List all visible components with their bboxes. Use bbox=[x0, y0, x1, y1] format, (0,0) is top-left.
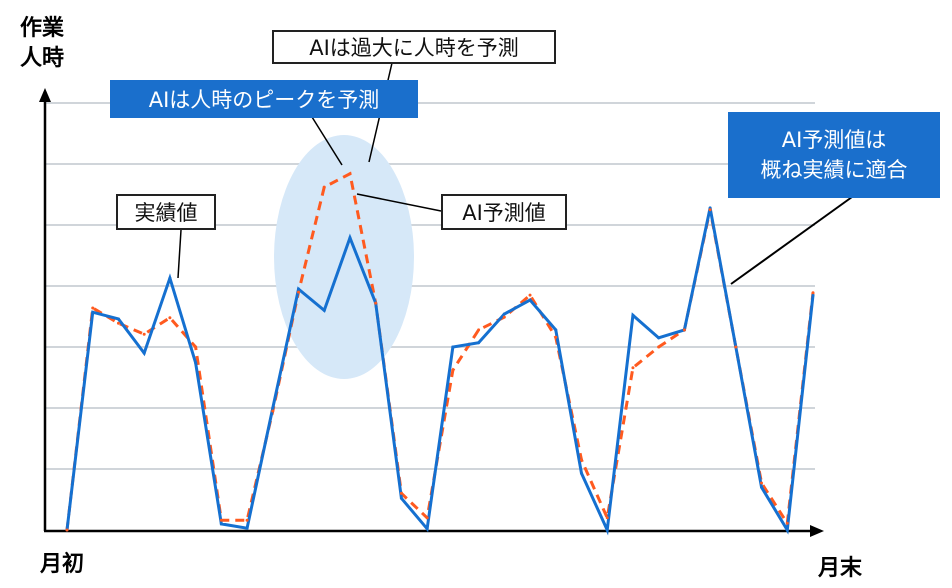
data-point-forecast bbox=[811, 291, 815, 295]
data-point-actual bbox=[245, 526, 249, 530]
data-point-actual bbox=[297, 287, 301, 291]
data-point-forecast bbox=[682, 328, 686, 332]
data-point-actual bbox=[399, 496, 403, 500]
data-point-forecast bbox=[554, 335, 558, 339]
leader-lines bbox=[177, 62, 853, 285]
data-point-actual bbox=[322, 308, 326, 312]
data-point-actual bbox=[194, 361, 198, 365]
data-point-actual bbox=[348, 236, 352, 240]
data-point-forecast bbox=[502, 315, 506, 319]
leader-fit bbox=[730, 196, 853, 285]
data-point-actual bbox=[142, 351, 146, 355]
data-point-actual bbox=[554, 328, 558, 332]
data-point-forecast bbox=[477, 328, 481, 332]
data-point-forecast bbox=[631, 366, 635, 370]
data-point-actual bbox=[605, 528, 609, 532]
leader-forecast bbox=[356, 193, 442, 212]
data-point-forecast bbox=[168, 316, 172, 320]
data-point-actual bbox=[502, 312, 506, 316]
data-point-actual bbox=[579, 471, 583, 475]
y-axis-label-line2: 人時 bbox=[20, 46, 65, 71]
data-point-forecast bbox=[425, 516, 429, 520]
data-point-actual bbox=[760, 485, 764, 489]
data-point-forecast bbox=[116, 321, 120, 325]
data-point-actual bbox=[451, 345, 455, 349]
data-point-forecast bbox=[322, 185, 326, 189]
data-point-forecast bbox=[271, 409, 275, 413]
data-point-actual bbox=[785, 528, 789, 532]
data-point-forecast bbox=[374, 301, 378, 305]
data-point-forecast bbox=[579, 458, 583, 462]
annotation-fit-line2: 概ね実績に適合 bbox=[760, 158, 908, 182]
gridlines bbox=[46, 102, 815, 470]
annotation-peak: AIは人時のピークを予測 bbox=[110, 80, 418, 118]
data-point-actual bbox=[91, 310, 95, 314]
data-point-actual bbox=[811, 293, 815, 297]
data-point-forecast bbox=[91, 306, 95, 310]
data-point-actual bbox=[271, 406, 275, 410]
data-point-actual bbox=[425, 527, 429, 531]
data-point-forecast bbox=[451, 368, 455, 372]
data-point-actual bbox=[116, 317, 120, 321]
data-point-forecast bbox=[528, 293, 532, 297]
x-axis-start-label: 月初 bbox=[40, 552, 85, 577]
data-point-forecast bbox=[245, 518, 249, 522]
y-axis-arrow bbox=[39, 88, 51, 102]
data-point-actual bbox=[168, 276, 172, 280]
data-point-forecast bbox=[785, 521, 789, 525]
data-point-forecast bbox=[708, 208, 712, 212]
leader-peak bbox=[311, 116, 343, 166]
data-point-actual bbox=[219, 522, 223, 526]
data-point-forecast bbox=[142, 332, 146, 336]
annotation-fit-line1: AI予測値は bbox=[781, 128, 887, 152]
data-point-actual bbox=[528, 298, 532, 302]
data-point-forecast bbox=[657, 345, 661, 349]
data-point-actual bbox=[477, 341, 481, 345]
leader-actual bbox=[177, 229, 182, 279]
data-point-forecast bbox=[297, 290, 301, 294]
data-point-actual bbox=[657, 336, 661, 340]
data-point-forecast bbox=[734, 345, 738, 349]
data-point-forecast bbox=[399, 491, 403, 495]
series-line-actual bbox=[65, 207, 815, 536]
annotation-forecast: AI予測値 bbox=[441, 194, 567, 230]
data-point-forecast bbox=[194, 345, 198, 349]
annotation-fit: AI予測値は 概ね実績に適合 bbox=[728, 112, 940, 198]
annotation-overpredict: AIは過大に人時を予測 bbox=[272, 30, 556, 64]
x-axis-end-label: 月末 bbox=[818, 556, 863, 581]
x-axis-arrow bbox=[810, 525, 824, 537]
data-point-forecast bbox=[605, 516, 609, 520]
data-point-forecast bbox=[348, 172, 352, 176]
y-axis-label-line1: 作業 bbox=[20, 16, 65, 41]
data-point-forecast bbox=[760, 481, 764, 485]
annotation-actual: 実績値 bbox=[116, 194, 216, 230]
data-point-forecast bbox=[65, 528, 69, 532]
data-point-forecast bbox=[219, 518, 223, 522]
data-point-actual bbox=[631, 313, 635, 317]
